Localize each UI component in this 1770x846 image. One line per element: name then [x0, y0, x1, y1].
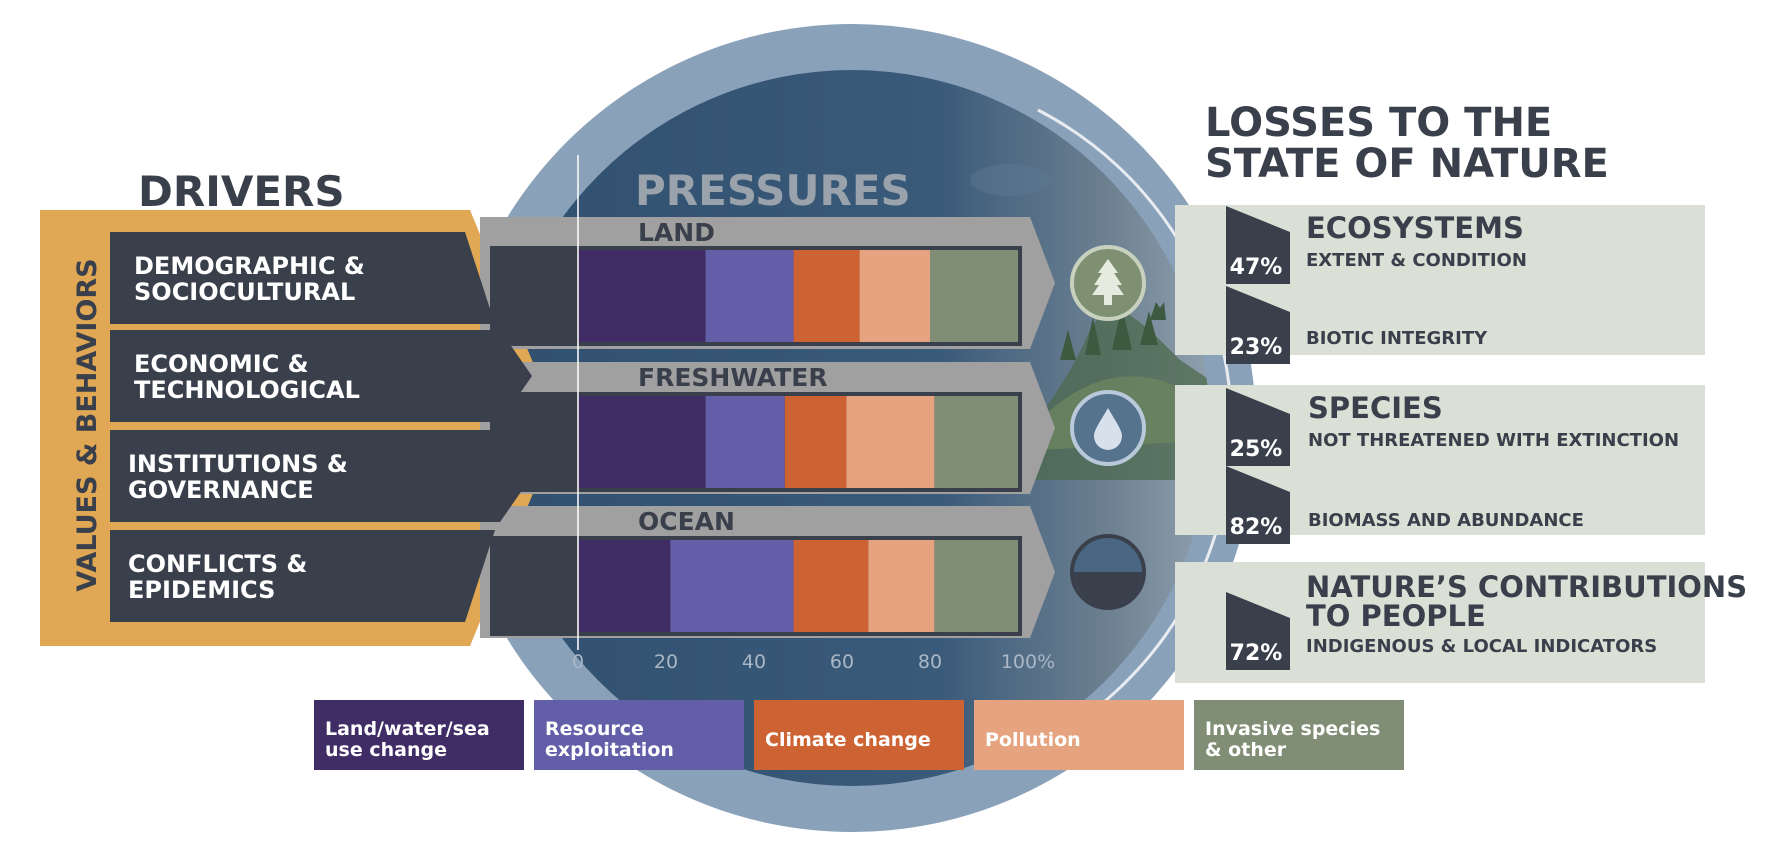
loss-group-title-line2: TO PEOPLE [1306, 599, 1486, 633]
loss-percent-tag [1226, 286, 1290, 364]
pressure-label-land: LAND [638, 218, 715, 247]
values-behaviors-label: VALUES & BEHAVIORS [72, 258, 103, 591]
loss-indicator-label: EXTENT & CONDITION [1306, 250, 1527, 271]
loss-percent: 82% [1230, 515, 1283, 540]
water-drop-icon [1070, 390, 1146, 466]
legend-item-resource: Resource exploitation [534, 700, 744, 770]
driver-label-line2: EPIDEMICS [128, 576, 275, 604]
bar-segment-land-water-sea [578, 540, 671, 632]
pressure-icons [1070, 245, 1146, 610]
legend-label: Resource exploitation [545, 718, 674, 761]
driver-box-1 [110, 232, 495, 324]
pressure-bars [490, 246, 1022, 636]
ocean-icon [1070, 534, 1146, 610]
bar-segment-invasive [934, 396, 1018, 488]
bar-segment-climate [793, 540, 869, 632]
drivers-title: DRIVERS [138, 167, 345, 216]
loss-percent: 23% [1230, 335, 1283, 360]
loss-group-title: NATURE’S CONTRIBUTIONS [1306, 570, 1747, 604]
loss-percent-tag [1226, 592, 1290, 670]
bar-segment-land-water-sea [578, 250, 706, 342]
losses-title-line1: LOSSES TO THE [1205, 100, 1552, 146]
loss-percent: 25% [1230, 437, 1283, 462]
tree-icon [1070, 245, 1146, 321]
loss-indicator-label: INDIGENOUS & LOCAL INDICATORS [1306, 636, 1657, 657]
axis-tick-label: 0 [572, 651, 584, 673]
driver-label-line1: CONFLICTS & [128, 550, 307, 578]
axis-tick-label: 40 [742, 651, 766, 673]
axis-tick-label: 20 [654, 651, 678, 673]
legend-item-invasive: Invasive species & other [1194, 700, 1404, 770]
pressure-label-freshwater: FRESHWATER [638, 363, 828, 392]
driver-box-3 [110, 430, 532, 522]
driver-boxes: DEMOGRAPHIC &SOCIOCULTURAL ECONOMIC &TECH… [110, 232, 532, 622]
bar-segment-resource [670, 540, 794, 632]
legend-item-land-water-sea: Land/water/sea use change [314, 700, 524, 770]
driver-label-line1: DEMOGRAPHIC & [134, 252, 365, 280]
driver-box-2 [110, 330, 532, 422]
legend-label: Pollution [985, 728, 1081, 751]
bar-segment-pollution [846, 396, 935, 488]
loss-percent-tag [1226, 466, 1290, 544]
axis-tick-label: 60 [830, 651, 854, 673]
loss-indicator-label: BIOTIC INTEGRITY [1306, 328, 1488, 349]
legend-label: Land/water/sea use change [325, 718, 490, 761]
loss-group-title: ECOSYSTEMS [1306, 211, 1524, 245]
bar-segment-pollution [859, 250, 930, 342]
loss-percent-tag [1226, 388, 1290, 466]
driver-label-line2: GOVERNANCE [128, 476, 314, 504]
pressure-label-ocean: OCEAN [638, 507, 735, 536]
bar-segment-land-water-sea [578, 396, 706, 488]
driver-label-line1: INSTITUTIONS & [128, 450, 348, 478]
bar-segment-invasive [930, 250, 1018, 342]
loss-group-title: SPECIES [1308, 391, 1443, 425]
axis-tick-label: 80 [918, 651, 942, 673]
axis-tick-label: 100% [1001, 651, 1055, 673]
pressure-axis: 0 20 40 60 80 100% [572, 651, 1055, 673]
bar-segment-climate [784, 396, 847, 488]
loss-percent: 72% [1230, 641, 1283, 666]
bar-segment-pollution [868, 540, 935, 632]
pressures-title: PRESSURES [635, 166, 911, 215]
loss-indicator-label: NOT THREATENED WITH EXTINCTION [1308, 430, 1679, 451]
legend-label: Climate change [765, 728, 931, 751]
bar-segment-resource [705, 250, 794, 342]
legend-item-climate: Climate change [754, 700, 964, 770]
bar-segment-invasive [934, 540, 1018, 632]
driver-label-line1: ECONOMIC & [134, 350, 309, 378]
driver-label-line2: SOCIOCULTURAL [134, 278, 355, 306]
bar-segment-climate [793, 250, 860, 342]
loss-percent-tag [1226, 206, 1290, 284]
driver-label-line2: TECHNOLOGICAL [134, 376, 360, 404]
bar-segment-resource [705, 396, 785, 488]
losses-title-line2: STATE OF NATURE [1205, 141, 1609, 187]
driver-box-4 [110, 530, 495, 622]
losses-items: ECOSYSTEMS 47% EXTENT & CONDITION 23% BIOTIC… [1226, 206, 1747, 670]
loss-percent: 47% [1230, 255, 1283, 280]
legend-label: Invasive species & other [1205, 718, 1381, 761]
loss-indicator-label: BIOMASS AND ABUNDANCE [1308, 510, 1584, 531]
legend-item-pollution: Pollution [974, 700, 1184, 770]
